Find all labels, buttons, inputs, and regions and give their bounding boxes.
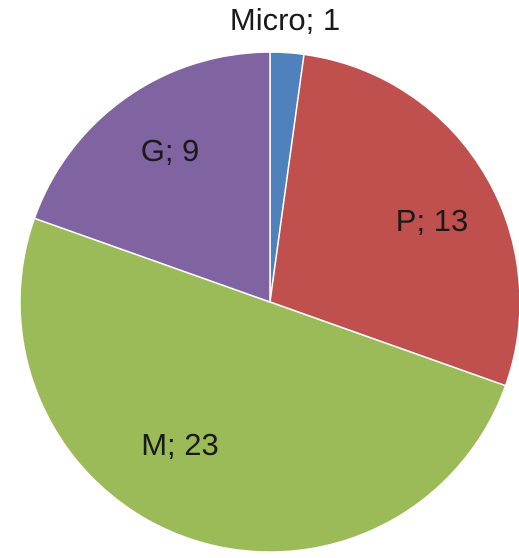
slice-label-micro: Micro; 1	[230, 2, 340, 37]
pie-slices	[19, 51, 519, 553]
slice-label-m: M; 23	[141, 427, 219, 462]
pie-slice-m	[19, 217, 507, 553]
pie-slice-p	[269, 53, 519, 387]
pie-slice-g	[33, 51, 271, 304]
slice-label-g: G; 9	[141, 133, 200, 168]
slice-label-p: P; 13	[396, 203, 468, 238]
pie-labels: Micro; 1 P; 13 M; 23 G; 9	[141, 2, 468, 462]
